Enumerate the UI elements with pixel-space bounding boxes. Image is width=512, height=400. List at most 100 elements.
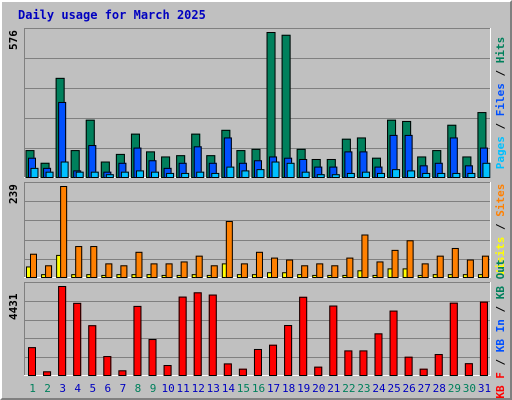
bar-kbf-day-26-fill bbox=[404, 356, 413, 376]
bar-kbf-day-11 bbox=[178, 296, 187, 377]
bar-kbf-day-19 bbox=[299, 296, 308, 376]
bar-sites-day-24 bbox=[376, 261, 384, 278]
bar-sites-day-3-edge bbox=[60, 186, 68, 278]
bar-sites-day-11-edge bbox=[180, 261, 188, 278]
bar-kbf-day-25-edge bbox=[389, 310, 398, 377]
bar-visits-day-30-fill bbox=[462, 274, 470, 278]
bar-sites-day-9 bbox=[150, 263, 158, 278]
bar-sites-day-18-edge bbox=[286, 259, 294, 278]
bar-sites-day-12 bbox=[195, 255, 203, 279]
bar-sites-day-7-fill bbox=[120, 265, 128, 278]
bar-kbf-day-7 bbox=[118, 370, 127, 377]
bar-visits-day-25-fill bbox=[387, 268, 395, 278]
bar-sites-day-31 bbox=[481, 255, 489, 279]
bar-sites-day-26 bbox=[406, 240, 414, 279]
bar-kbf-day-29 bbox=[449, 302, 458, 376]
bar-sites-day-6-fill bbox=[105, 263, 113, 278]
bar-pages-day-4-edge bbox=[75, 171, 84, 178]
x-tick-label-day-27: 27 bbox=[418, 382, 431, 395]
bar-pages-day-6 bbox=[105, 174, 114, 179]
bar-pages-day-25 bbox=[392, 169, 401, 179]
bar-sites-day-29-fill bbox=[451, 247, 459, 278]
bar-files-day-28-fill bbox=[434, 162, 443, 178]
bar-pages-day-19-fill bbox=[301, 171, 310, 178]
bar-sites-day-4 bbox=[75, 246, 83, 279]
x-tick-label-day-5: 5 bbox=[89, 382, 96, 395]
bar-kbf-day-18-edge bbox=[284, 325, 293, 376]
bar-sites-day-8-edge bbox=[135, 251, 143, 278]
bar-sites-day-17 bbox=[271, 257, 279, 279]
bar-pages-day-13-edge bbox=[211, 172, 220, 179]
legend-item-kb-out: KB Out bbox=[494, 259, 507, 299]
bar-hits-day-18 bbox=[281, 34, 291, 178]
bar-files-day-31-fill bbox=[479, 147, 488, 178]
bar-kbf-day-14 bbox=[223, 363, 232, 376]
bar-kbf-day-2-edge bbox=[43, 371, 52, 377]
bar-visits-day-23-fill bbox=[357, 270, 365, 278]
bar-kbf-day-6-edge bbox=[103, 356, 112, 376]
bar-visits-day-14-fill bbox=[221, 263, 229, 278]
bar-kbf-day-16 bbox=[253, 348, 262, 376]
bar-sites-day-18-fill bbox=[286, 259, 294, 278]
bar-pages-day-20-edge bbox=[316, 174, 325, 179]
bar-pages-day-29-fill bbox=[452, 172, 461, 178]
x-tick-label-day-22: 22 bbox=[342, 382, 355, 395]
bar-sites-day-24-fill bbox=[376, 261, 384, 278]
bar-pages-day-11-fill bbox=[181, 172, 190, 178]
bar-files-day-13-fill bbox=[208, 162, 217, 178]
y-max-label-bottom: 4431 bbox=[7, 293, 20, 320]
x-tick-label-day-20: 20 bbox=[312, 382, 325, 395]
bar-kbf-day-22 bbox=[344, 350, 353, 377]
bar-visits-day-11-fill bbox=[176, 274, 184, 278]
bar-sites-day-5 bbox=[90, 246, 98, 279]
bar-sites-day-17-fill bbox=[271, 257, 279, 278]
x-tick-label-day-12: 12 bbox=[192, 382, 205, 395]
bar-pages-day-30 bbox=[467, 172, 476, 179]
bar-visits-day-9-fill bbox=[146, 274, 154, 278]
legend-item-kb-in: KB In bbox=[494, 319, 507, 352]
bar-pages-day-10-fill bbox=[166, 172, 175, 178]
bar-hits-day-6-fill bbox=[100, 161, 110, 178]
bar-visits-day-3-fill bbox=[56, 254, 64, 278]
bar-visits-day-21-fill bbox=[327, 274, 335, 278]
bar-hits-day-18-fill bbox=[281, 34, 291, 178]
x-tick-label-day-11: 11 bbox=[177, 382, 190, 395]
legend-separator: / bbox=[494, 352, 507, 372]
bar-sites-day-14-fill bbox=[225, 221, 233, 278]
bar-sites-day-14 bbox=[225, 221, 233, 278]
x-tick-label-day-16: 16 bbox=[252, 382, 265, 395]
bar-kbf-day-13-fill bbox=[208, 294, 217, 376]
bar-sites-day-14-edge bbox=[225, 221, 233, 278]
bar-visits-day-29-fill bbox=[447, 274, 455, 278]
bar-kbf-day-29-edge bbox=[449, 302, 458, 376]
bar-kbf-day-24-edge bbox=[374, 333, 383, 377]
bar-pages-day-1-fill bbox=[30, 167, 39, 178]
bar-sites-day-29 bbox=[451, 247, 459, 279]
x-tick-label-day-8: 8 bbox=[135, 382, 142, 395]
x-tick-label-day-10: 10 bbox=[161, 382, 174, 395]
bar-kbf-day-21 bbox=[329, 305, 338, 376]
bar-kbf-day-11-edge bbox=[178, 296, 187, 377]
bar-pages-day-15-fill bbox=[241, 170, 250, 178]
bar-hits-day-4-fill bbox=[70, 150, 80, 178]
bar-hits-day-17 bbox=[266, 32, 276, 178]
bar-pages-day-3-edge bbox=[60, 161, 69, 179]
bar-sites-day-13-edge bbox=[210, 265, 218, 278]
bar-sites-day-28-edge bbox=[436, 255, 444, 279]
bar-sites-day-17-edge bbox=[271, 257, 279, 279]
bar-kbf-day-14-fill bbox=[223, 363, 232, 376]
bar-sites-day-3-fill bbox=[60, 186, 68, 278]
bar-kbf-day-18 bbox=[284, 325, 293, 376]
bar-kbf-day-1-edge bbox=[28, 347, 36, 376]
y-max-label-top: 576 bbox=[7, 30, 20, 50]
bar-kbf-day-20-edge bbox=[314, 366, 323, 377]
bar-pages-day-2-edge bbox=[45, 171, 54, 178]
bar-sites-day-15-edge bbox=[240, 263, 248, 278]
bar-visits-day-2-fill bbox=[41, 274, 49, 278]
bar-pages-day-8-fill bbox=[135, 170, 144, 178]
bar-sites-day-26-fill bbox=[406, 240, 414, 278]
bar-kbf-day-9-edge bbox=[148, 339, 157, 376]
bar-visits-day-28-fill bbox=[432, 274, 440, 278]
bar-sites-day-23 bbox=[361, 234, 369, 278]
bar-pages-day-10 bbox=[166, 172, 175, 179]
